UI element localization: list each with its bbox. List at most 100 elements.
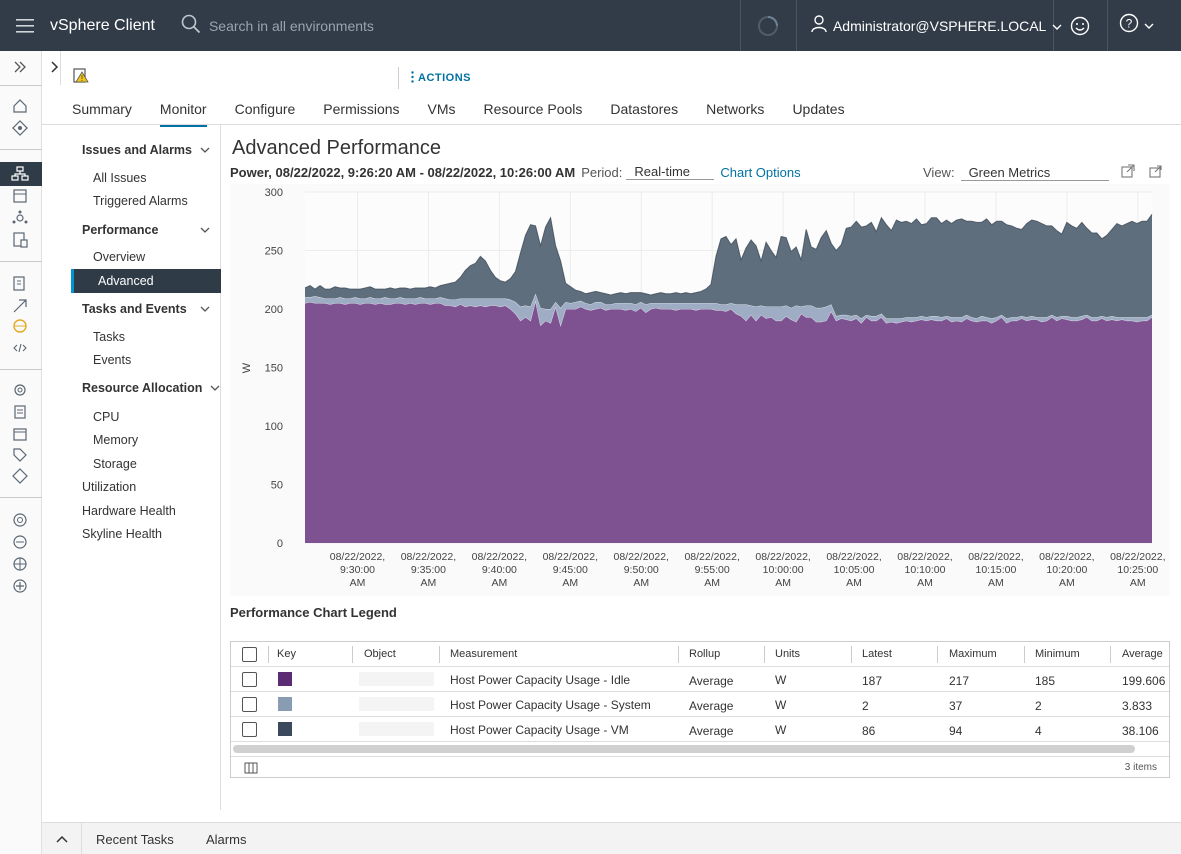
- y-tick-label: 300: [265, 187, 283, 199]
- hosts-clusters-icon[interactable]: [11, 165, 29, 183]
- table-row[interactable]: Host Power Capacity Usage - Idle Average…: [231, 667, 1169, 692]
- export-icon[interactable]: [1149, 164, 1163, 181]
- tab-updates[interactable]: Updates: [792, 101, 845, 117]
- tab-permissions[interactable]: Permissions: [323, 101, 400, 117]
- x-tick-label: 10:15:00: [975, 564, 1016, 576]
- help-menu[interactable]: ?: [1108, 0, 1166, 51]
- administration-icon[interactable]: [11, 381, 29, 399]
- tab-monitor[interactable]: Monitor: [159, 101, 207, 127]
- row-checkbox[interactable]: [242, 722, 257, 737]
- minimum-cell: 185: [1035, 674, 1056, 688]
- series-color-key: [278, 697, 292, 711]
- period-select[interactable]: Real-time: [626, 164, 715, 180]
- y-tick-label: 50: [271, 480, 283, 492]
- menu-icon[interactable]: [0, 0, 50, 51]
- subnav-storage[interactable]: Storage: [93, 457, 137, 471]
- user-name: Administrator@VSPHERE.LOCAL: [832, 17, 1047, 34]
- developer-center-icon[interactable]: [11, 339, 29, 357]
- shortcuts-icon[interactable]: [11, 119, 29, 137]
- subnav-all-issues[interactable]: All Issues: [93, 171, 147, 185]
- x-tick-label: 9:40:00: [482, 564, 517, 576]
- vms-templates-icon[interactable]: [11, 187, 29, 205]
- col-maximum[interactable]: Maximum: [949, 648, 997, 660]
- column-toggle-icon[interactable]: [244, 762, 258, 777]
- col-measurement[interactable]: Measurement: [450, 648, 518, 660]
- legend-title: Performance Chart Legend: [230, 605, 397, 620]
- col-latest[interactable]: Latest: [862, 648, 892, 660]
- tags-icon[interactable]: [11, 446, 29, 464]
- col-key[interactable]: Key: [277, 648, 296, 660]
- tab-networks[interactable]: Networks: [706, 101, 765, 117]
- subnav-group-issues[interactable]: Issues and Alarms: [82, 143, 212, 157]
- legend-header-row: Key Object Measurement Rollup Units Late…: [231, 642, 1169, 667]
- col-object[interactable]: Object: [364, 648, 396, 660]
- tab-summary[interactable]: Summary: [72, 101, 132, 117]
- tab-vms[interactable]: VMs: [427, 101, 456, 117]
- tab-datastores[interactable]: Datastores: [610, 101, 679, 117]
- subnav-skyline-health[interactable]: Skyline Health: [82, 527, 162, 541]
- tab-configure[interactable]: Configure: [234, 101, 296, 117]
- col-rollup[interactable]: Rollup: [689, 648, 721, 660]
- content-libraries-icon[interactable]: [11, 275, 29, 293]
- tasks-icon[interactable]: [11, 403, 29, 421]
- subnav-triggered-alarms[interactable]: Triggered Alarms: [93, 194, 188, 208]
- expand-double-chevron-icon[interactable]: [11, 58, 29, 76]
- workload-management-icon[interactable]: [11, 297, 29, 315]
- subnav-advanced[interactable]: Advanced: [71, 269, 221, 293]
- subnav-group-performance[interactable]: Performance: [82, 223, 212, 237]
- latest-cell: 2: [862, 699, 869, 713]
- average-cell: 38.106: [1122, 724, 1159, 738]
- subnav-memory[interactable]: Memory: [93, 433, 139, 447]
- popout-icon[interactable]: [1121, 164, 1135, 181]
- lifecycle-manager-icon[interactable]: [11, 511, 29, 529]
- chart-options-link[interactable]: Chart Options: [720, 164, 801, 180]
- actions-menu[interactable]: ACTIONS: [398, 67, 471, 89]
- events-icon[interactable]: [11, 425, 29, 443]
- subnav-events[interactable]: Events: [93, 353, 132, 367]
- subnav-overview[interactable]: Overview: [93, 250, 146, 264]
- subnav-group-tasks-events[interactable]: Tasks and Events: [82, 302, 212, 316]
- col-average[interactable]: Average: [1122, 648, 1163, 660]
- bottom-panel-bar: Recent Tasks Alarms: [42, 822, 1181, 854]
- chevron-up-icon[interactable]: [42, 823, 82, 854]
- draas-icon[interactable]: [11, 533, 29, 551]
- x-tick-label: AM: [846, 577, 862, 589]
- col-minimum[interactable]: Minimum: [1035, 648, 1080, 660]
- home-icon[interactable]: [11, 97, 29, 115]
- measurement-cell: Host Power Capacity Usage - VM: [450, 723, 629, 737]
- subnav-tasks[interactable]: Tasks: [93, 330, 125, 344]
- storage-icon[interactable]: [11, 209, 29, 227]
- view-selector: View: Green Metrics: [923, 164, 1163, 181]
- tab-resource-pools[interactable]: Resource Pools: [483, 101, 583, 117]
- table-row[interactable]: Host Power Capacity Usage - System Avera…: [231, 692, 1169, 717]
- view-select[interactable]: Green Metrics: [960, 165, 1109, 181]
- global-search[interactable]: Search in all environments: [181, 0, 741, 51]
- recent-tasks-tab[interactable]: Recent Tasks: [96, 832, 174, 847]
- cloud-provider-icon[interactable]: [11, 555, 29, 573]
- subnav-utilization[interactable]: Utilization: [82, 480, 137, 494]
- policies-icon[interactable]: [11, 467, 29, 485]
- row-checkbox[interactable]: [242, 672, 257, 687]
- user-menu[interactable]: Administrator@VSPHERE.LOCAL: [797, 0, 1062, 51]
- row-checkbox[interactable]: [242, 697, 257, 712]
- alarms-tab[interactable]: Alarms: [206, 832, 247, 847]
- global-inventory-icon[interactable]: [11, 317, 29, 335]
- feedback-smiley-icon[interactable]: [1054, 0, 1108, 51]
- horizontal-scrollbar[interactable]: [233, 745, 1135, 753]
- add-icon[interactable]: [11, 577, 29, 595]
- subnav-hardware-health[interactable]: Hardware Health: [82, 504, 176, 518]
- series-area-2: [305, 214, 1152, 319]
- x-tick-label: 10:20:00: [1046, 564, 1087, 576]
- x-tick-label: 08/22/2022,: [1039, 551, 1094, 563]
- select-all-checkbox[interactable]: [242, 647, 257, 662]
- subnav-cpu[interactable]: CPU: [93, 410, 120, 424]
- collapse-chevron-icon[interactable]: [50, 60, 60, 79]
- table-row[interactable]: Host Power Capacity Usage - VM Average W…: [231, 717, 1169, 742]
- col-units[interactable]: Units: [775, 648, 801, 660]
- average-cell: 199.606: [1122, 674, 1166, 688]
- chart-toolbar: Power, 08/22/2022, 9:26:20 AM - 08/22/20…: [230, 164, 801, 180]
- networking-icon[interactable]: [11, 231, 29, 249]
- search-input[interactable]: Search in all environments: [208, 17, 374, 34]
- x-tick-label: AM: [562, 577, 578, 589]
- subnav-group-resource-allocation[interactable]: Resource Allocation: [82, 381, 220, 395]
